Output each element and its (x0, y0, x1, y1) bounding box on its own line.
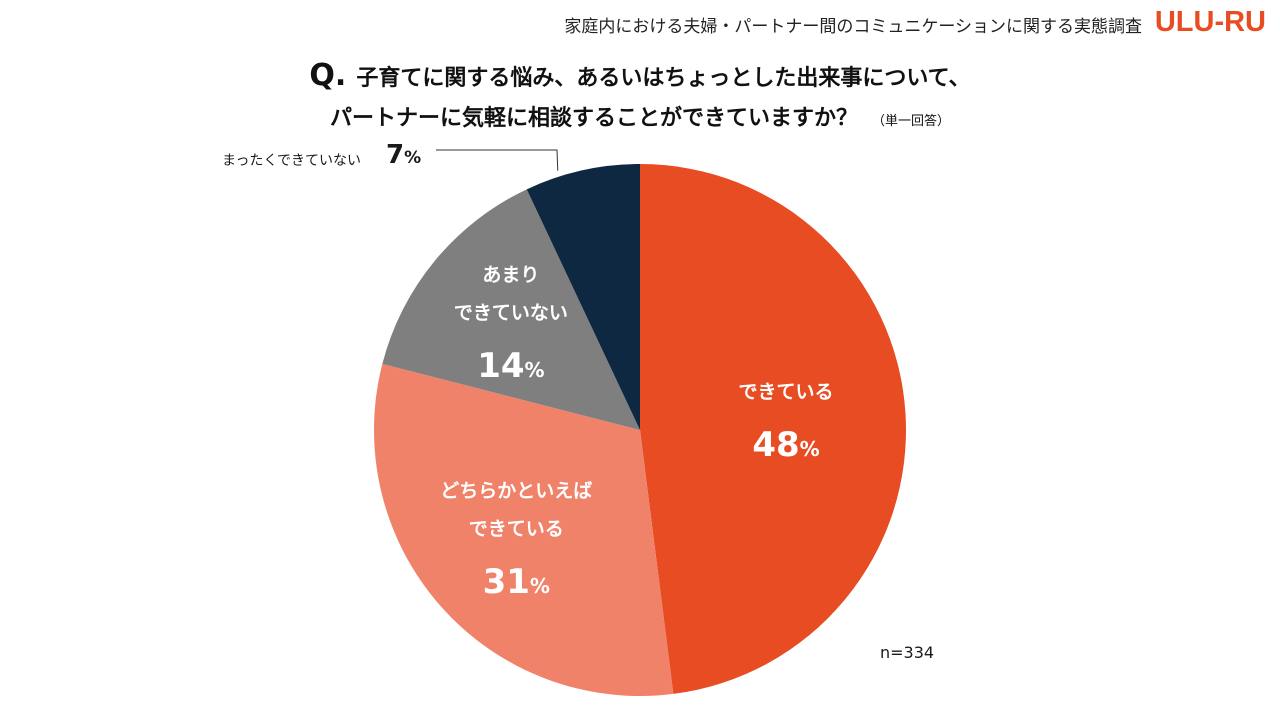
slice-value-outside-number: 7 (386, 140, 405, 170)
leader-line (436, 149, 559, 171)
question-line-2: パートナーに気軽に相談することができていますか？ （単一回答） (0, 100, 1280, 132)
sample-size: n=334 (880, 643, 935, 662)
slice-label-3-line-1: あまり (482, 264, 539, 286)
pie-slice-2 (373, 363, 674, 696)
logo-part-ru: RU (1224, 6, 1266, 38)
slice-value-outside: 7% (386, 140, 421, 170)
slice-label-2-line-2: できている (469, 518, 564, 540)
question-text-1: 子育てに関する悩み、あるいはちょっとした出来事について、 (356, 66, 971, 91)
slice-label-outside: まったくできていない (222, 153, 362, 169)
slice-value-2: 31% (483, 562, 550, 602)
survey-title: 家庭内における夫婦・パートナー間のコミュニケーションに関する実態調査 (564, 17, 1142, 37)
answer-type-note: （単一回答） (872, 114, 951, 129)
logo-part-ulu: ULU (1154, 6, 1215, 38)
pie-slice-1 (640, 164, 907, 694)
logo-part-dash: - (1214, 6, 1225, 38)
slice-label-2-line-1: どちらかといえば (440, 480, 592, 502)
question-mark: Q. (309, 58, 347, 93)
question-line-1: Q. 子育てに関する悩み、あるいはちょっとした出来事について、 (0, 58, 1280, 93)
pie-slice-3 (382, 189, 640, 430)
brand-logo: ULU-RU (1155, 6, 1266, 39)
question-text-2: パートナーに気軽に相談することができていますか？ (329, 106, 858, 131)
slice-value-outside-unit: % (404, 148, 422, 168)
pie-slice-4 (526, 164, 640, 430)
slice-value-1: 48% (752, 425, 819, 465)
slice-label-3-line-2: できていない (454, 302, 568, 324)
slice-value-3: 14% (477, 346, 544, 386)
slice-label-1-line-1: できている (739, 381, 834, 403)
